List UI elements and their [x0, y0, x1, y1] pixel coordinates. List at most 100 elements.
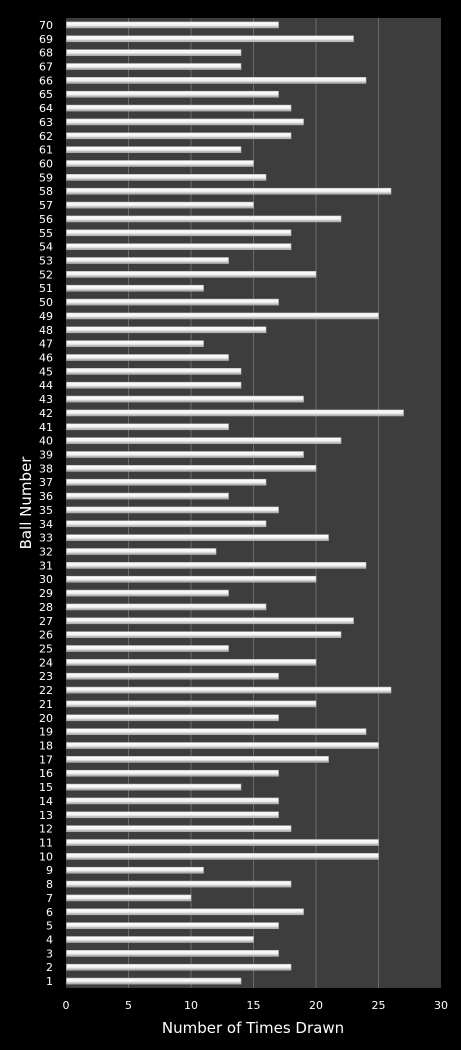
- y-tick-label: 27: [39, 615, 53, 628]
- y-tick-label: 36: [39, 490, 53, 503]
- bar-27: [66, 617, 354, 625]
- bar-20: [66, 714, 279, 722]
- y-tick-label: 51: [39, 282, 53, 295]
- x-tick-label: 10: [184, 999, 198, 1012]
- y-tick-label: 44: [39, 379, 53, 392]
- y-tick-label: 15: [39, 781, 53, 794]
- x-tick-label: 30: [434, 999, 448, 1012]
- bar-34: [66, 520, 267, 528]
- bar-57: [66, 201, 254, 209]
- bar-69: [66, 35, 354, 43]
- y-tick-label: 14: [39, 795, 53, 808]
- y-tick-label: 42: [39, 407, 53, 420]
- y-tick-label: 66: [39, 74, 53, 87]
- y-tick-label: 18: [39, 740, 53, 753]
- bar-5: [66, 922, 279, 929]
- y-tick-label: 67: [39, 61, 53, 74]
- bar-38: [66, 465, 317, 472]
- y-tick-label: 23: [39, 670, 53, 683]
- y-tick-label: 13: [39, 809, 53, 822]
- y-tick-label: 39: [39, 449, 53, 462]
- bar-24: [66, 659, 317, 666]
- bar-50: [66, 298, 279, 306]
- y-tick-label: 54: [39, 241, 53, 254]
- y-tick-label: 62: [39, 130, 53, 143]
- bar-17: [66, 756, 329, 763]
- y-tick-label: 52: [39, 268, 53, 281]
- x-tick-label: 20: [309, 999, 323, 1012]
- y-tick-label: 57: [39, 199, 53, 212]
- bar-18: [66, 742, 379, 749]
- bar-70: [66, 21, 279, 29]
- bar-54: [66, 243, 292, 250]
- y-tick-label: 55: [39, 227, 53, 240]
- y-tick-label: 24: [39, 656, 53, 669]
- bar-49: [66, 312, 379, 320]
- y-tick-label: 61: [39, 144, 53, 157]
- y-tick-label: 25: [39, 643, 53, 656]
- bar-52: [66, 271, 317, 278]
- y-tick-label: 2: [46, 961, 53, 974]
- y-tick-label: 12: [39, 823, 53, 836]
- bars: [66, 21, 404, 985]
- y-tick-label: 16: [39, 767, 53, 780]
- bar-1: [66, 977, 242, 985]
- bar-44: [66, 381, 242, 389]
- bar-47: [66, 340, 204, 347]
- y-tick-label: 28: [39, 601, 53, 614]
- y-tick-label: 53: [39, 255, 53, 268]
- x-tick-label: 25: [372, 999, 386, 1012]
- y-tick-label: 21: [39, 698, 53, 711]
- y-tick-label: 65: [39, 88, 53, 101]
- y-tick-label: 8: [46, 878, 53, 891]
- y-tick-label: 48: [39, 324, 53, 337]
- y-tick-label: 58: [39, 185, 53, 198]
- y-tick-label: 50: [39, 296, 53, 309]
- bar-33: [66, 534, 329, 541]
- bar-13: [66, 811, 279, 819]
- y-tick-label: 49: [39, 310, 53, 323]
- y-tick-label: 63: [39, 116, 53, 129]
- bar-11: [66, 839, 379, 846]
- x-axis-title: Number of Times Drawn: [162, 1019, 344, 1037]
- bar-45: [66, 368, 242, 375]
- bar-23: [66, 672, 279, 680]
- y-tick-label: 47: [39, 338, 53, 351]
- bar-16: [66, 769, 279, 777]
- y-tick-label: 5: [46, 920, 53, 933]
- y-tick-label: 1: [46, 975, 53, 988]
- y-tick-label: 45: [39, 365, 53, 378]
- y-tick-label: 10: [39, 850, 53, 863]
- y-tick-label: 37: [39, 476, 53, 489]
- bar-67: [66, 63, 242, 70]
- bar-65: [66, 90, 279, 98]
- y-tick-label: 7: [46, 892, 53, 905]
- bar-15: [66, 783, 242, 791]
- bar-62: [66, 132, 292, 140]
- y-tick-label: 43: [39, 393, 53, 406]
- y-tick-label: 3: [46, 947, 53, 960]
- bar-58: [66, 187, 392, 195]
- y-tick-label: 29: [39, 587, 53, 600]
- x-tick-label: 15: [247, 999, 261, 1012]
- y-tick-label: 56: [39, 213, 53, 226]
- bar-66: [66, 77, 367, 84]
- y-tick-label: 38: [39, 462, 53, 475]
- bar-32: [66, 548, 217, 555]
- bar-6: [66, 908, 304, 916]
- bar-26: [66, 631, 342, 638]
- bar-60: [66, 160, 254, 167]
- y-tick-label: 31: [39, 559, 53, 572]
- bar-55: [66, 229, 292, 237]
- y-tick-label: 35: [39, 504, 53, 517]
- bar-10: [66, 853, 379, 860]
- bar-9: [66, 866, 204, 874]
- x-tick-label: 0: [63, 999, 70, 1012]
- y-tick-label: 70: [39, 19, 53, 32]
- bar-39: [66, 451, 304, 458]
- bar-42: [66, 409, 404, 417]
- bar-21: [66, 700, 317, 708]
- y-tick-label: 46: [39, 352, 53, 365]
- bar-2: [66, 963, 292, 971]
